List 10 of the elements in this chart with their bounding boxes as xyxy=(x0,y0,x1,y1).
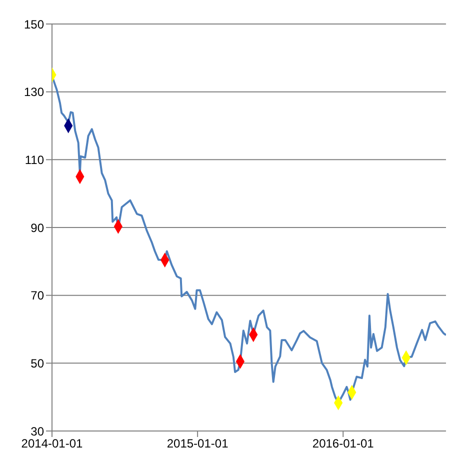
y-tick-label: 30 xyxy=(30,424,44,438)
y-tick-label: 70 xyxy=(30,288,44,303)
y-tick-label: 150 xyxy=(24,17,44,32)
x-tick-label: 2014-01-01 xyxy=(21,436,84,451)
y-tick-label: 130 xyxy=(24,85,44,100)
y-tick-label: 110 xyxy=(24,152,44,167)
x-tick-label: 2016-01-01 xyxy=(312,436,374,451)
y-tick-label: 50 xyxy=(30,356,44,370)
x-tick-label: 2015-01-01 xyxy=(166,436,229,451)
y-tick-label: 90 xyxy=(30,220,44,235)
